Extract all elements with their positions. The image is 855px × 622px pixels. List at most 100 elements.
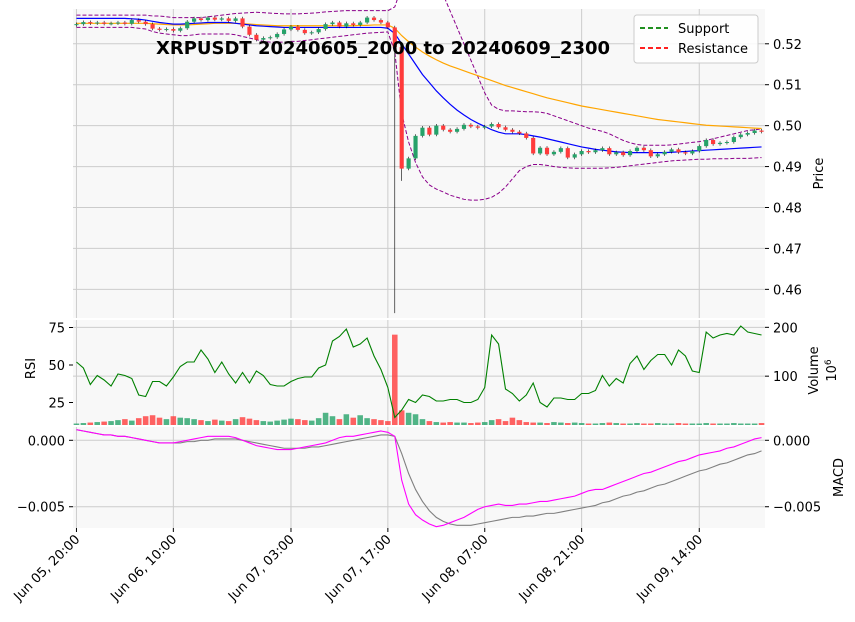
volume-bar xyxy=(412,414,419,425)
candle-up xyxy=(205,17,211,21)
candle-down xyxy=(427,127,432,135)
x-tick-label: Jun 05, 20:00 xyxy=(11,532,84,605)
candle-down xyxy=(371,17,377,21)
volume-bar xyxy=(308,420,315,425)
candle-up xyxy=(268,37,273,39)
candle-up xyxy=(129,20,134,24)
x-tick-label: Jun 07, 17:00 xyxy=(322,532,395,605)
candle-down xyxy=(240,18,245,27)
legend-label: Resistance xyxy=(678,42,748,57)
candle-down xyxy=(517,131,522,134)
candle-down xyxy=(392,27,397,48)
candle-up xyxy=(115,22,121,24)
candle-up xyxy=(323,24,328,30)
volume-bar xyxy=(523,422,530,425)
volume-bar xyxy=(758,423,765,425)
candle-up xyxy=(662,151,667,155)
rsi-tick-label: 25 xyxy=(48,397,65,412)
volume-bar xyxy=(703,423,709,425)
price-axis-label: Price xyxy=(812,158,827,190)
candle-down xyxy=(607,148,612,155)
volume-bar xyxy=(738,423,744,425)
candle-down xyxy=(496,124,501,128)
volume-bar xyxy=(198,420,204,425)
volume-bar xyxy=(135,418,142,425)
candle-down xyxy=(399,47,404,169)
volume-bar xyxy=(357,415,363,425)
volume-bar xyxy=(371,419,377,425)
price-tick-label: 0.50 xyxy=(773,120,802,135)
candle-up xyxy=(344,23,349,27)
candle-down xyxy=(295,26,300,30)
legend-box xyxy=(633,14,759,64)
volume-bar xyxy=(295,419,301,425)
volume-bar xyxy=(419,419,426,425)
candle-down xyxy=(171,29,176,31)
volume-bar xyxy=(267,421,273,425)
volume-bar xyxy=(565,423,571,425)
candle-up xyxy=(406,158,411,169)
volume-bar xyxy=(122,419,128,425)
candle-up xyxy=(627,151,633,156)
ema-slow-line xyxy=(76,22,762,130)
x-tick-label: Jun 06, 10:00 xyxy=(108,532,181,605)
rsi-axis-label: RSI xyxy=(24,358,39,379)
volume-bar xyxy=(475,422,481,425)
x-tick-label: Jun 07, 03:00 xyxy=(225,532,298,605)
volume-bar xyxy=(184,418,190,425)
candle-up xyxy=(74,24,79,26)
volume-bar xyxy=(170,416,177,425)
volume-bar xyxy=(94,422,100,425)
volume-bar xyxy=(620,423,626,425)
volume-bar xyxy=(530,422,536,425)
candle-up xyxy=(434,125,439,135)
candle-down xyxy=(378,20,384,23)
volume-bar xyxy=(585,423,592,425)
candle-up xyxy=(288,26,294,30)
price-tick-label: 0.49 xyxy=(773,161,802,176)
volume-bar xyxy=(433,422,440,425)
volume-bar xyxy=(509,417,516,425)
candle-down xyxy=(198,18,204,21)
candle-down xyxy=(565,148,570,158)
volume-bar xyxy=(315,418,322,425)
candle-up xyxy=(309,32,314,34)
candle-down xyxy=(441,125,446,130)
volume-bars xyxy=(73,334,765,425)
candle-up xyxy=(593,150,598,153)
candle-down xyxy=(136,20,141,22)
x-axis-ticks: Jun 05, 20:00 Jun 06, 10:00 Jun 07, 03:00 J… xyxy=(11,528,706,605)
candle-up xyxy=(600,148,605,151)
volume-bar xyxy=(405,412,412,425)
volume-bar xyxy=(599,423,606,425)
candle-down xyxy=(337,22,342,27)
volume-scale-label: 106 xyxy=(824,359,840,382)
candle-up xyxy=(178,28,183,31)
macd-panel: 0.000 −0.005 0.000 −0.005 MACD xyxy=(17,427,847,528)
volume-bar xyxy=(364,418,370,425)
legend: Support Resistance xyxy=(633,14,759,64)
candle-up xyxy=(185,21,190,29)
candle-up xyxy=(365,17,370,23)
macd-axis-label: MACD xyxy=(832,458,847,497)
price-tick-label: 0.48 xyxy=(773,201,802,216)
volume-bar xyxy=(253,420,260,425)
candle-down xyxy=(212,17,217,20)
candle-up xyxy=(745,133,750,135)
candle-down xyxy=(759,130,764,132)
candle-up xyxy=(461,124,467,129)
volume-bar xyxy=(516,420,523,425)
volume-tick-label: 100 xyxy=(773,370,798,385)
volume-bar xyxy=(592,423,599,425)
volume-bar xyxy=(101,421,107,425)
volume-bar xyxy=(281,419,287,425)
volume-bar xyxy=(385,421,391,425)
candle-down xyxy=(88,22,93,24)
macd-signal-line xyxy=(76,429,762,526)
volume-bar xyxy=(288,418,294,425)
volume-bar xyxy=(578,423,585,425)
volume-bar xyxy=(212,419,218,425)
volume-bar xyxy=(724,423,730,425)
candle-down xyxy=(254,34,259,40)
volume-bar xyxy=(634,423,640,425)
